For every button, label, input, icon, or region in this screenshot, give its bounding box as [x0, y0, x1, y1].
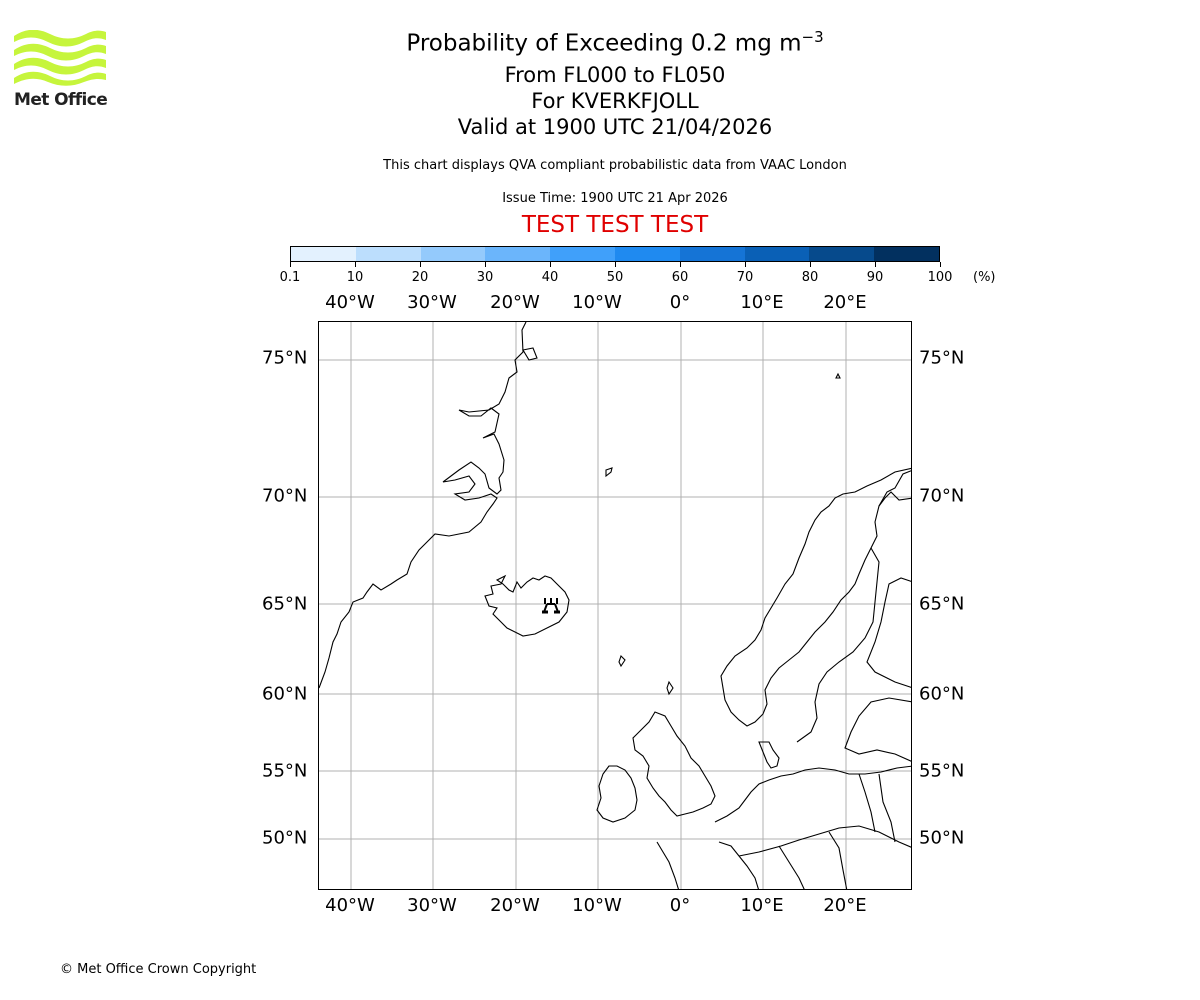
colorbar-tick — [940, 262, 941, 267]
volcano-name: For KVERKFJOLL — [531, 89, 699, 113]
longitude-label: 20°E — [823, 895, 867, 916]
issue-time: Issue Time: 1900 UTC 21 Apr 2026 — [502, 191, 728, 206]
valid-time: Valid at 1900 UTC 21/04/2026 — [457, 115, 773, 139]
colorbar — [290, 246, 940, 262]
longitude-label: 10°W — [572, 895, 622, 916]
volcano-icon[interactable] — [542, 598, 560, 614]
colorbar-bin-4 — [550, 247, 615, 261]
colorbar-bin-0 — [291, 247, 356, 261]
latitude-label: 70°N — [919, 485, 965, 507]
colorbar-tick-label: 100 — [927, 270, 953, 285]
map-panel[interactable] — [318, 321, 912, 890]
chart-title: Probability of Exceeding 0.2 mg m−3 — [406, 28, 824, 57]
latitude-label: 75°N — [262, 347, 308, 369]
latitude-label: 60°N — [262, 683, 308, 705]
colorbar-tick-label: 50 — [606, 270, 624, 285]
map-canvas — [319, 322, 911, 889]
description: This chart displays QVA compliant probab… — [383, 158, 847, 173]
colorbar-tick — [680, 262, 681, 267]
met-office-logo: Met Office — [14, 29, 108, 112]
longitude-label: 0° — [669, 895, 691, 916]
latitude-label: 50°N — [262, 827, 308, 849]
copyright: © Met Office Crown Copyright — [60, 962, 257, 977]
colorbar-tick — [745, 262, 746, 267]
colorbar-bin-3 — [485, 247, 551, 261]
colorbar-tick-label: 60 — [671, 270, 689, 285]
colorbar-tick — [485, 262, 486, 267]
colorbar-tick — [355, 262, 356, 267]
longitude-label: 40°W — [325, 895, 375, 916]
latitude-label: 65°N — [262, 593, 308, 615]
colorbar-tick-label: 0.1 — [279, 270, 301, 285]
longitude-label: 0° — [669, 292, 691, 313]
longitude-label: 10°E — [740, 895, 784, 916]
longitude-label: 20°W — [490, 895, 540, 916]
logo-text: Met Office — [14, 90, 108, 110]
colorbar-tick — [420, 262, 421, 267]
latitude-label: 55°N — [262, 760, 308, 782]
colorbar-bin-8 — [809, 247, 875, 261]
colorbar-tick-label: 70 — [736, 270, 754, 285]
gridlines — [319, 322, 911, 889]
colorbar-bin-9 — [874, 247, 939, 261]
colorbar-tick-label: 40 — [541, 270, 559, 285]
latitude-label: 65°N — [919, 593, 965, 615]
colorbar-tick-label: 20 — [411, 270, 429, 285]
met-office-waves-logo-icon — [14, 29, 106, 86]
colorbar-bin-1 — [355, 247, 421, 261]
latitude-label: 50°N — [919, 827, 965, 849]
longitude-label: 10°W — [572, 292, 622, 313]
colorbar-tick-label: 80 — [801, 270, 819, 285]
colorbar-bin-7 — [744, 247, 810, 261]
longitude-label: 20°E — [823, 292, 867, 313]
latitude-label: 75°N — [919, 347, 965, 369]
colorbar-tick — [810, 262, 811, 267]
colorbar-bin-6 — [679, 247, 745, 261]
colorbar-bin-5 — [614, 247, 680, 261]
colorbar-tick — [615, 262, 616, 267]
longitude-label: 10°E — [740, 292, 784, 313]
flight-levels: From FL000 to FL050 — [504, 63, 726, 87]
colorbar-tick-label: 10 — [346, 270, 364, 285]
latitude-label: 55°N — [919, 760, 965, 782]
colorbar-bin-2 — [420, 247, 486, 261]
colorbar-tick — [290, 262, 291, 267]
longitude-label: 30°W — [407, 292, 457, 313]
longitude-label: 20°W — [490, 292, 540, 313]
latitude-label: 70°N — [262, 485, 308, 507]
colorbar-unit: (%) — [973, 270, 996, 285]
longitude-label: 40°W — [325, 292, 375, 313]
colorbar-tick-label: 30 — [476, 270, 494, 285]
colorbar-tick — [875, 262, 876, 267]
longitude-label: 30°W — [407, 895, 457, 916]
colorbar-tick-label: 90 — [866, 270, 884, 285]
colorbar-tick — [550, 262, 551, 267]
coastlines — [319, 322, 911, 889]
test-banner: TEST TEST TEST — [521, 212, 709, 238]
latitude-label: 60°N — [919, 683, 965, 705]
